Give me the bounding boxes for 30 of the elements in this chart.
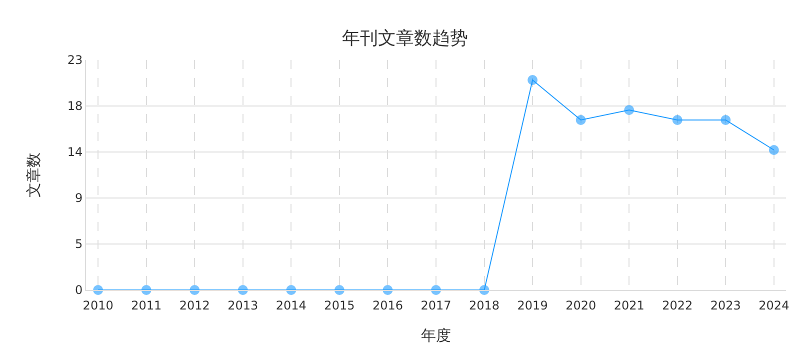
- y-axis-title: 文章数: [24, 152, 43, 198]
- x-tick-label: 2022: [662, 298, 693, 312]
- x-tick-label: 2016: [372, 298, 403, 312]
- x-tick-label: 2010: [82, 298, 114, 312]
- x-tick-label: 2018: [469, 298, 500, 312]
- point: [528, 75, 538, 85]
- x-tick-label: 2020: [566, 298, 596, 312]
- y-tick-label: 23: [67, 53, 83, 68]
- y-tick-label: 9: [74, 191, 83, 206]
- x-tick-label: 2015: [324, 298, 355, 312]
- point: [720, 115, 731, 125]
- y-tick-label: 0: [74, 283, 83, 298]
- y-tick-label: 5: [74, 237, 83, 252]
- x-tick-label: 2021: [614, 298, 644, 312]
- y-tick-label: 18: [67, 99, 83, 114]
- x-axis-title: 年度: [421, 326, 451, 344]
- x-tick-label: 2024: [758, 298, 790, 312]
- x-tick-label: 2023: [710, 298, 741, 312]
- x-tick-label: 2017: [420, 298, 452, 312]
- chart-title: 年刊文章数趋势: [342, 28, 468, 50]
- x-tick-label: 2019: [517, 298, 548, 312]
- x-tick-label: 2012: [179, 298, 210, 312]
- point: [624, 105, 634, 115]
- point: [576, 115, 586, 125]
- x-tick-label: 2011: [131, 298, 162, 312]
- y-tick-label: 14: [67, 145, 83, 160]
- point: [672, 115, 682, 125]
- x-tick-label: 2013: [228, 298, 258, 312]
- point: [768, 145, 779, 155]
- x-tick-label: 2014: [276, 298, 306, 312]
